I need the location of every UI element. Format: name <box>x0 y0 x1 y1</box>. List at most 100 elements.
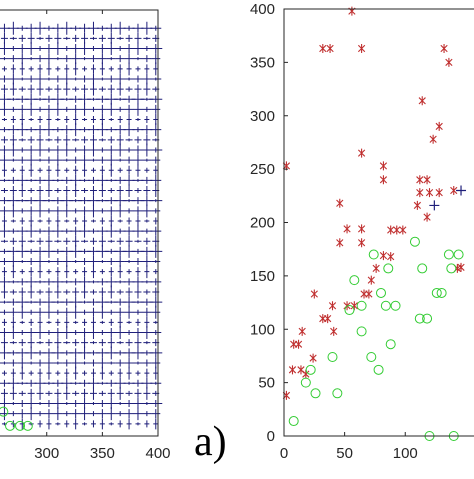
right-x-tick-label: 0 <box>280 445 288 462</box>
right-point <box>365 289 373 299</box>
right-point <box>298 326 306 336</box>
grid-mark <box>106 309 116 315</box>
grid-mark <box>72 184 80 198</box>
grid-mark <box>82 422 88 426</box>
grid-mark <box>63 341 71 345</box>
grid-mark <box>107 32 115 44</box>
grid-mark <box>90 368 96 378</box>
grid-mark <box>144 368 150 378</box>
grid-mark <box>88 411 98 417</box>
grid-mark <box>126 366 132 380</box>
right-point <box>357 43 366 53</box>
grid-mark <box>72 34 80 42</box>
grid-mark <box>124 156 134 164</box>
grid-mark <box>149 147 163 153</box>
grid-mark <box>134 337 142 349</box>
grid-mark <box>62 256 72 268</box>
grid-mark <box>37 316 43 328</box>
grid-mark <box>9 289 17 295</box>
grid-mark <box>108 163 114 177</box>
grid-mark <box>73 418 79 430</box>
grid-mark <box>90 316 96 328</box>
grid-mark <box>107 84 115 94</box>
grid-mark <box>62 307 72 317</box>
grid-mark <box>64 420 70 428</box>
right-point <box>383 263 394 274</box>
grid-mark <box>144 265 150 279</box>
right-point <box>425 188 434 198</box>
grid-mark <box>133 154 143 166</box>
grid-mark <box>81 285 89 299</box>
right-point <box>332 388 343 399</box>
right-point <box>380 300 391 311</box>
grid-mark <box>134 388 142 398</box>
grid-mark <box>153 165 159 175</box>
grid-mark <box>82 163 88 177</box>
grid-mark <box>1 318 7 326</box>
grid-mark <box>143 386 151 400</box>
grid-mark <box>35 411 45 417</box>
grid-mark <box>27 388 35 398</box>
grid-mark <box>28 66 34 72</box>
grid-mark <box>150 25 162 31</box>
grid-mark <box>73 165 79 175</box>
grid-mark <box>81 136 89 144</box>
grid-mark <box>106 206 116 216</box>
grid-mark <box>53 407 63 421</box>
grid-mark <box>88 307 98 317</box>
grid-mark <box>71 409 81 419</box>
grid-mark <box>149 244 163 258</box>
grid-mark <box>81 337 89 349</box>
grid-mark <box>19 269 25 275</box>
grid-mark <box>133 258 143 266</box>
grid-mark <box>10 167 16 173</box>
grid-mark <box>44 260 54 264</box>
grid-mark <box>126 62 132 76</box>
grid-mark <box>142 256 152 268</box>
grid-mark <box>71 357 81 369</box>
grid-mark <box>134 188 142 194</box>
grid-mark <box>97 53 107 65</box>
grid-mark <box>73 217 79 225</box>
grid-mark <box>62 158 72 162</box>
grid-mark <box>53 361 63 365</box>
grid-mark <box>80 206 90 216</box>
grid-mark <box>99 320 105 324</box>
grid-mark <box>8 359 18 367</box>
grid-mark <box>9 82 17 96</box>
grid-mark <box>89 289 97 295</box>
grid-mark <box>72 86 80 92</box>
grid-mark <box>45 235 53 247</box>
grid-mark <box>88 256 98 268</box>
right-point <box>372 263 380 273</box>
grid-mark <box>55 163 61 177</box>
grid-mark <box>108 267 114 277</box>
grid-mark <box>99 62 105 76</box>
left-point <box>5 420 16 431</box>
grid-mark <box>116 36 124 40</box>
grid-mark <box>89 186 97 196</box>
grid-mark <box>97 208 107 214</box>
grid-mark <box>46 165 52 175</box>
grid-mark <box>55 370 61 376</box>
grid-mark <box>151 104 161 114</box>
grid-mark <box>19 217 25 225</box>
grid-mark <box>0 309 9 315</box>
grid-mark <box>8 307 18 317</box>
left-x-tick-label: 400 <box>145 445 170 462</box>
right-point <box>366 352 377 363</box>
right-point <box>379 161 388 171</box>
grid-mark <box>99 366 105 380</box>
grid-mark <box>63 386 71 400</box>
grid-mark <box>54 285 62 299</box>
right-point <box>300 377 311 388</box>
grid-mark <box>26 206 36 216</box>
grid-mark <box>26 407 36 421</box>
grid-mark <box>55 215 61 227</box>
grid-mark <box>82 370 88 376</box>
grid-mark <box>80 57 90 61</box>
grid-mark <box>9 341 17 345</box>
grid-mark <box>27 188 35 194</box>
right-y-tick-label: 150 <box>250 268 275 285</box>
grid-mark <box>19 62 25 76</box>
